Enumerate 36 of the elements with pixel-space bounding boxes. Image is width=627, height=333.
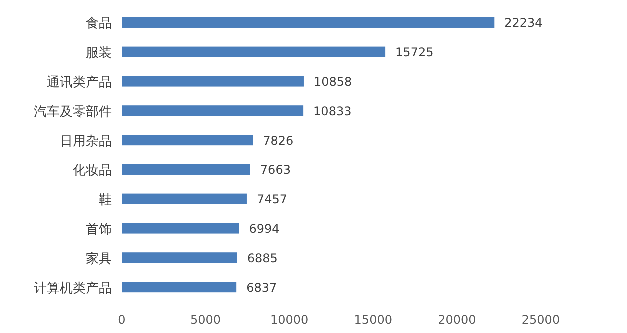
bar	[122, 164, 250, 175]
y-tick-label: 计算机类产品	[34, 281, 112, 296]
y-tick-label: 服装	[86, 46, 112, 62]
bar	[122, 223, 240, 234]
x-tick-label: 25000	[522, 313, 560, 327]
data-label: 6885	[247, 251, 278, 266]
y-tick-label: 食品	[86, 16, 112, 32]
bar	[122, 46, 386, 58]
bar	[122, 17, 495, 28]
bar	[122, 194, 247, 204]
y-tick-label: 通讯类产品	[47, 76, 112, 90]
data-label: 10833	[314, 104, 352, 118]
y-tick-label: 鞋	[99, 193, 112, 208]
bar	[122, 282, 237, 293]
bar	[122, 252, 238, 264]
x-tick-label: 20000	[438, 313, 476, 327]
x-tick-label: 5000	[190, 313, 222, 327]
data-label: 6994	[249, 222, 280, 236]
bar	[122, 76, 304, 87]
y-tick-label: 首饰	[86, 222, 112, 238]
data-label: 10858	[314, 75, 352, 89]
data-label: 6837	[246, 280, 278, 295]
y-tick-label: 日用杂品	[60, 134, 112, 150]
x-tick-label: 15000	[354, 313, 392, 327]
data-label: 15725	[396, 46, 434, 60]
bar	[122, 135, 254, 146]
data-label: 7457	[256, 192, 288, 207]
x-tick-label: 10000	[270, 313, 309, 327]
x-tick-label: 0	[118, 313, 126, 327]
y-tick-label: 家具	[86, 250, 112, 267]
y-tick-label: 汽车及零部件	[34, 104, 112, 120]
y-tick-label: 化妆品	[73, 164, 112, 179]
data-label: 7826	[263, 134, 294, 148]
data-label: 7663	[260, 163, 291, 178]
data-label: 22234	[504, 16, 543, 30]
bar	[122, 106, 304, 116]
